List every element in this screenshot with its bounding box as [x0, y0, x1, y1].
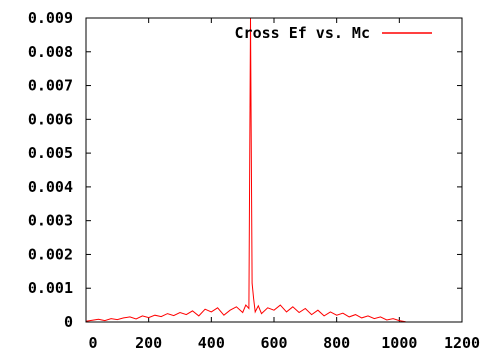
legend: Cross Ef vs. Mc [235, 24, 432, 42]
plot-frame [85, 17, 463, 323]
x-tick-label: 0 [88, 334, 97, 352]
y-tick-label: 0.001 [28, 279, 73, 297]
x-tick-labels: 0 200 400 600 800 1000 1200 [88, 334, 480, 352]
y-tick-label: 0.003 [28, 212, 73, 230]
y-tick-labels: 0 0.001 0.002 0.003 0.004 0.005 0.006 0.007 0.00… [28, 9, 73, 331]
x-tick-label: 1200 [444, 334, 480, 352]
y-tick-label: 0.002 [28, 245, 73, 263]
plot-series [85, 17, 406, 323]
y-tick-label: 0 [64, 313, 73, 331]
x-tick-label: 800 [323, 334, 350, 352]
y-tick-label: 0.005 [28, 144, 73, 162]
legend-label: Cross Ef vs. Mc [235, 24, 370, 42]
x-tick-label: 600 [260, 334, 287, 352]
y-tick-label: 0.008 [28, 43, 73, 61]
x-tick-label: 1000 [381, 334, 417, 352]
y-tick-label: 0.006 [28, 110, 73, 128]
y-tick-label: 0.007 [28, 77, 73, 95]
series-line [85, 17, 406, 323]
x-tick-label: 400 [198, 334, 225, 352]
x-tick-label: 200 [135, 334, 162, 352]
y-tick-label: 0.009 [28, 9, 73, 27]
y-tick-label: 0.004 [28, 178, 73, 196]
ticks [85, 17, 463, 323]
